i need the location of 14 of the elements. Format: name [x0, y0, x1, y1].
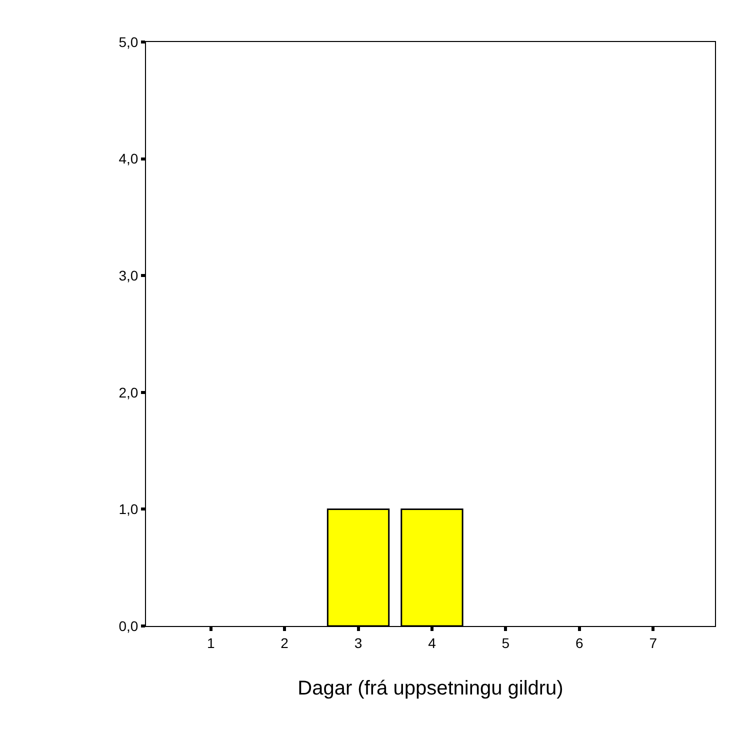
x-tick-label: 6 [575, 634, 584, 651]
x-tick-label: 4 [428, 634, 436, 651]
x-tick-label: 7 [649, 634, 658, 651]
y-tick-label: 2,0 [118, 384, 138, 400]
x-tick-label: 1 [206, 634, 215, 651]
y-tick-label: 5,0 [118, 34, 138, 50]
y-tick-label: 1,0 [118, 501, 138, 518]
y-tick-label: 0,0 [118, 618, 138, 634]
x-axis-title: Dagar (frá uppsetningu gildru) [298, 677, 564, 700]
y-tick-label: 3,0 [118, 268, 138, 284]
x-tick-label: 2 [280, 634, 289, 651]
x-tick-label: 5 [502, 634, 510, 651]
x-tick-label: 3 [354, 634, 362, 651]
y-tick-label: 4,0 [118, 150, 138, 167]
